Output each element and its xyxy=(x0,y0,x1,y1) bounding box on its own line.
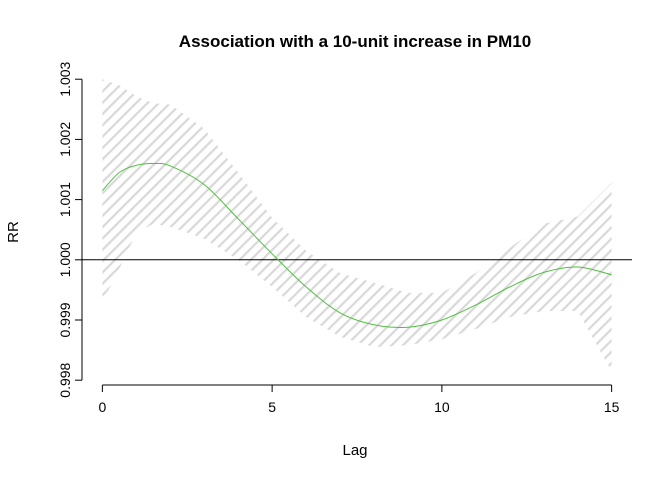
x-tick-label: 10 xyxy=(434,399,450,415)
x-axis-label: Lag xyxy=(342,442,367,459)
x-ticks: 0 5 10 15 xyxy=(98,385,620,415)
y-tick-label: 0.999 xyxy=(57,302,73,337)
confidence-band xyxy=(102,79,612,372)
rr-curve xyxy=(102,162,612,328)
y-tick-label: 0.998 xyxy=(57,362,73,397)
y-tick-label: 1.001 xyxy=(57,182,73,217)
x-tick-label: 15 xyxy=(604,399,620,415)
x-tick-label: 0 xyxy=(98,399,106,415)
y-axis-label: RR xyxy=(5,221,22,243)
y-tick-label: 1.002 xyxy=(57,122,73,157)
x-tick-label: 5 xyxy=(268,399,276,415)
y-tick-label: 1.000 xyxy=(57,242,73,277)
series-layer xyxy=(102,162,612,328)
y-ticks: 0.998 0.999 1.000 1.001 1.002 1.003 xyxy=(57,61,82,398)
axes xyxy=(81,79,612,386)
confidence-band-layer xyxy=(102,79,612,372)
y-tick-label: 1.003 xyxy=(57,61,73,96)
chart-title: Association with a 10-unit increase in P… xyxy=(179,32,531,51)
